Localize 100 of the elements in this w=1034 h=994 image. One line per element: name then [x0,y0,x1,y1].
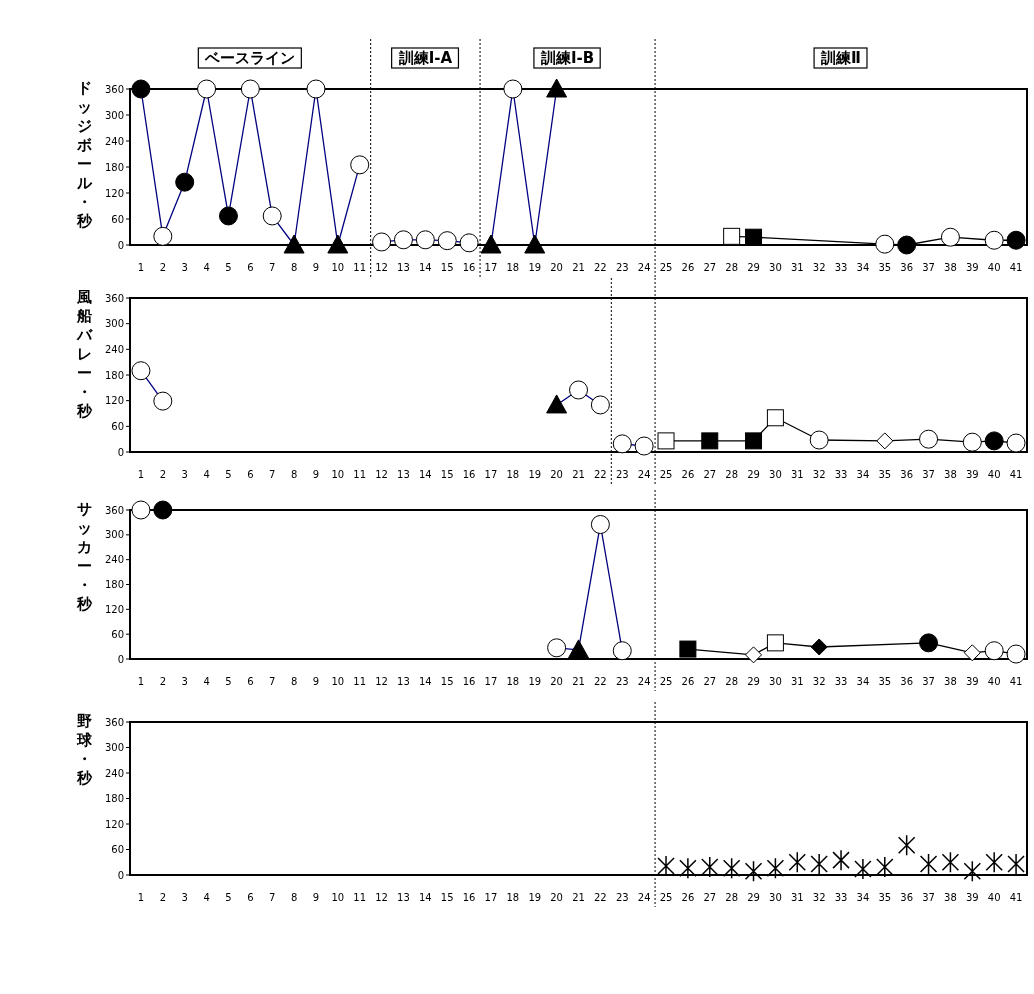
x-tick-label: 16 [462,892,476,903]
y-tick-label: 360 [104,504,124,516]
x-tick-label: 28 [725,892,739,903]
x-tick-label: 29 [747,676,760,687]
x-tick-label: 11 [353,676,367,687]
x-tick-label: 35 [878,676,892,687]
x-tick-label: 24 [637,262,651,273]
x-tick-label: 31 [790,469,804,480]
x-tick-label: 30 [769,892,782,903]
y-tick-label: 60 [111,213,124,225]
x-tick-label: 5 [225,469,232,480]
x-tick-label: 5 [225,676,232,687]
y-tick-label: 120 [104,187,124,199]
x-tick-label: 29 [747,262,760,273]
x-tick-label: 10 [331,469,345,480]
x-tick-label: 36 [900,262,914,273]
y-tick-label: 0 [117,239,124,251]
x-tick-label: 3 [181,469,188,480]
x-tick-label: 30 [769,469,782,480]
phase-label-box: 訓練Ⅱ [813,47,868,69]
y-tick-label: 0 [117,653,124,665]
x-tick-label: 31 [790,676,804,687]
x-tick-label: 2 [159,262,166,273]
x-tick-label: 27 [703,892,717,903]
y-tick-label: 60 [111,420,124,432]
x-tick-label: 13 [397,469,410,480]
x-tick-label: 35 [878,469,892,480]
x-tick-label: 17 [484,676,498,687]
x-tick-label: 20 [550,892,563,903]
x-tick-label: 28 [725,262,739,273]
x-tick-label: 12 [375,892,388,903]
x-tick-label: 38 [944,892,957,903]
x-tick-label: 36 [900,469,914,480]
y-tick-label: 180 [104,579,124,590]
x-tick-label: 40 [987,262,1001,273]
x-tick-label: 20 [550,676,563,687]
x-tick-label: 40 [987,892,1001,903]
x-tick-label: 41 [1009,892,1023,903]
x-tick-label: 15 [440,676,454,687]
x-tick-label: 27 [703,676,717,687]
x-tick-label: 37 [922,892,935,903]
y-tick-label: 120 [104,395,124,407]
x-tick-label: 32 [812,262,826,273]
x-tick-label: 28 [725,676,739,687]
x-tick-label: 26 [681,676,695,687]
x-tick-label: 19 [528,262,542,273]
x-tick-label: 11 [353,262,367,273]
x-tick-label: 22 [594,469,607,480]
x-tick-label: 5 [225,892,232,903]
y-axis-title: サッカー・秒 [75,500,93,613]
y-tick-label: 300 [104,742,124,753]
x-tick-label: 35 [878,262,892,273]
x-tick-label: 40 [987,676,1001,687]
y-tick-label: 120 [104,603,124,615]
x-tick-label: 6 [247,262,254,273]
x-tick-label: 34 [856,676,870,687]
x-tick-label: 33 [834,262,848,273]
x-tick-label: 34 [856,262,870,273]
x-tick-label: 37 [922,262,935,273]
x-tick-label: 25 [659,469,673,480]
x-tick-label: 39 [965,262,979,273]
x-tick-label: 15 [440,892,454,903]
x-tick-label: 29 [747,469,760,480]
x-tick-label: 23 [615,469,629,480]
x-tick-label: 39 [965,892,979,903]
x-tick-label: 18 [506,262,520,273]
x-tick-label: 13 [397,676,410,687]
x-tick-label: 36 [900,892,914,903]
x-tick-label: 4 [203,892,210,903]
y-tick-label: 180 [104,793,124,804]
x-tick-label: 21 [572,676,585,687]
x-tick-label: 1 [137,892,145,903]
x-tick-label: 37 [922,469,935,480]
x-tick-label: 1 [137,676,145,687]
x-tick-label: 31 [790,262,804,273]
y-tick-label: 180 [104,161,124,173]
y-tick-label: 240 [104,343,124,355]
x-tick-label: 34 [856,469,870,480]
x-tick-label: 31 [790,892,804,903]
phase-label-box: 訓練Ⅰ-B [533,47,601,69]
x-tick-label: 21 [572,262,585,273]
x-tick-label: 23 [615,676,629,687]
x-tick-label: 15 [440,262,454,273]
x-tick-label: 22 [594,892,607,903]
x-tick-label: 4 [203,469,210,480]
x-tick-label: 38 [944,676,957,687]
x-tick-label: 22 [594,676,607,687]
x-tick-label: 32 [812,892,826,903]
x-tick-label: 32 [812,469,826,480]
x-tick-label: 9 [312,892,320,903]
x-tick-label: 10 [331,676,345,687]
x-tick-label: 8 [290,262,298,273]
x-tick-label: 29 [747,892,760,903]
y-tick-label: 300 [104,529,124,541]
x-tick-label: 10 [331,262,345,273]
x-tick-label: 32 [812,676,826,687]
y-axis-title: ドッジボール・秒 [75,79,93,230]
x-tick-label: 19 [528,469,542,480]
x-tick-label: 27 [703,262,717,273]
x-tick-label: 20 [550,262,563,273]
